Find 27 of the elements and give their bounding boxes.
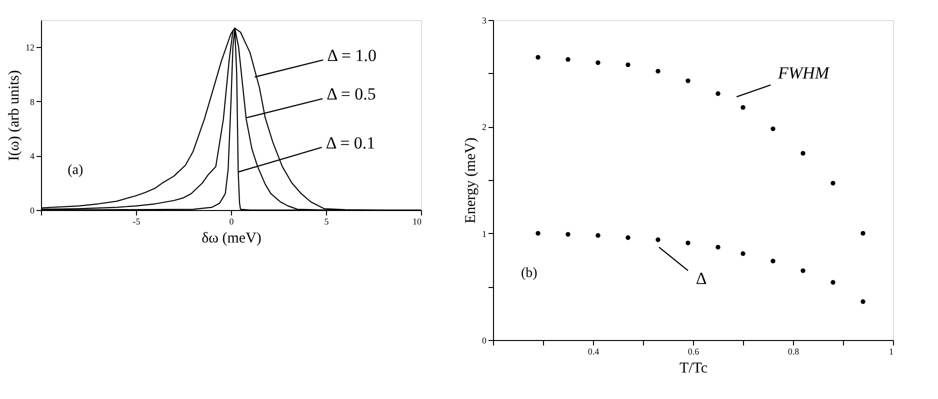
x-tick-label: -5 — [132, 216, 141, 226]
x-axis-title: T/Tc — [679, 360, 708, 376]
y-tick-label: 3 — [482, 16, 487, 26]
x-tick-label: 10 — [412, 216, 422, 226]
y-tick-label: 0 — [30, 206, 35, 216]
x-tick-label: 0.6 — [688, 346, 700, 356]
x-axis-title: δω (meV) — [202, 230, 262, 246]
y-tick-label: 4 — [30, 151, 35, 162]
x-tick-label: 1 — [889, 346, 894, 356]
annotation: Δ = 1.0 — [327, 46, 376, 65]
y-tick-label: 2 — [482, 122, 486, 132]
annotation: Δ = 0.5 — [326, 84, 376, 104]
y-tick-label: 0 — [482, 336, 487, 346]
y-axis-title: Energy (meV) — [463, 138, 479, 224]
x-tick-label: 5 — [324, 216, 330, 226]
annotation: FWHM — [777, 63, 830, 82]
y-tick-label: 12 — [26, 42, 34, 53]
x-tick-label: 0 — [229, 216, 234, 226]
annotation: (a) — [68, 163, 84, 178]
y-axis-title: I(ω) (arb units) — [6, 70, 22, 161]
y-tick-label: 1 — [482, 228, 486, 239]
annotation: Δ — [696, 269, 707, 288]
x-tick-label: 0.8 — [788, 346, 800, 356]
x-tick-label: 0.4 — [588, 346, 600, 356]
annotation: (b) — [521, 266, 538, 281]
annotation: Δ = 0.1 — [326, 133, 376, 152]
y-tick-label: 8 — [30, 96, 35, 107]
